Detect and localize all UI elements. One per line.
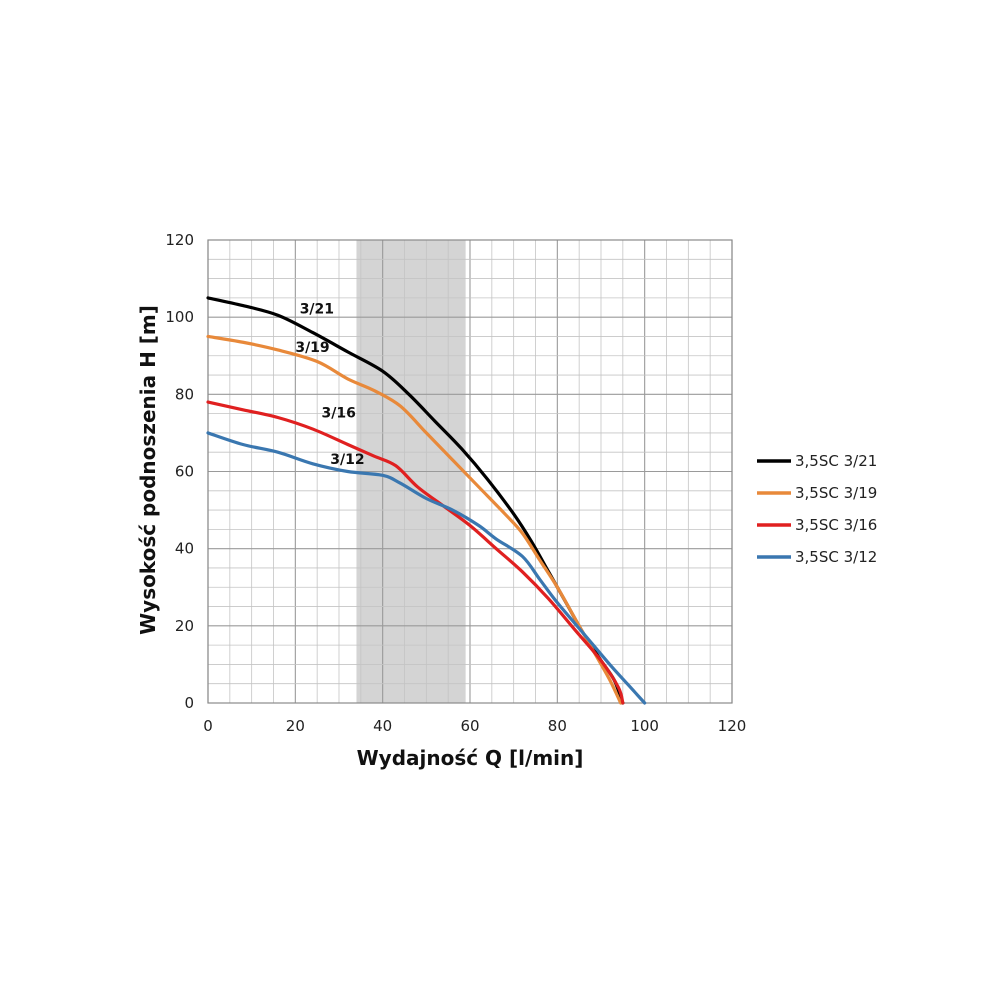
legend-label-1: 3,5SC 3/21 xyxy=(795,452,877,470)
series-layer xyxy=(206,296,647,705)
x-tick-label: 100 xyxy=(630,717,659,735)
y-tick-label: 100 xyxy=(165,308,194,326)
y-tick-label: 120 xyxy=(165,231,194,249)
series-line-4 xyxy=(206,431,647,705)
y-tick-label: 60 xyxy=(175,463,194,481)
y-tick-label: 40 xyxy=(175,540,194,558)
curve-label-3: 3/16 xyxy=(322,405,356,421)
curve-label-2: 3/19 xyxy=(295,340,329,356)
x-tick-label: 0 xyxy=(203,717,213,735)
series-line-2 xyxy=(206,334,623,705)
axis-layer xyxy=(207,239,733,704)
legend: 3,5SC 3/21 3,5SC 3/19 3,5SC 3/16 3,5SC 3/12 xyxy=(757,452,877,566)
x-tick-label: 40 xyxy=(373,717,392,735)
x-tick-label: 20 xyxy=(286,717,305,735)
x-tick-label: 80 xyxy=(548,717,567,735)
y-tick-label: 20 xyxy=(175,617,194,635)
curve-label-layer: 3/21 3/19 3/16 3/12 xyxy=(295,301,364,467)
legend-label-3: 3,5SC 3/16 xyxy=(795,516,877,534)
x-axis-title: Wydajność Q [l/min] xyxy=(357,746,584,770)
x-tick-label: 120 xyxy=(718,717,747,735)
x-tick-label: 60 xyxy=(460,717,479,735)
y-tick-label: 80 xyxy=(175,385,194,403)
curve-label-4: 3/12 xyxy=(330,452,364,468)
legend-label-2: 3,5SC 3/19 xyxy=(795,484,877,502)
tick-label-layer: 0 20 40 60 80 100 120 0 20 40 60 80 100 120 xyxy=(165,231,746,735)
y-axis-title: Wysokość podnoszenia H [m] xyxy=(136,305,160,635)
plot-frame xyxy=(207,239,733,704)
y-tick-label: 0 xyxy=(184,694,194,712)
legend-label-4: 3,5SC 3/12 xyxy=(795,548,877,566)
curve-label-1: 3/21 xyxy=(300,301,334,317)
